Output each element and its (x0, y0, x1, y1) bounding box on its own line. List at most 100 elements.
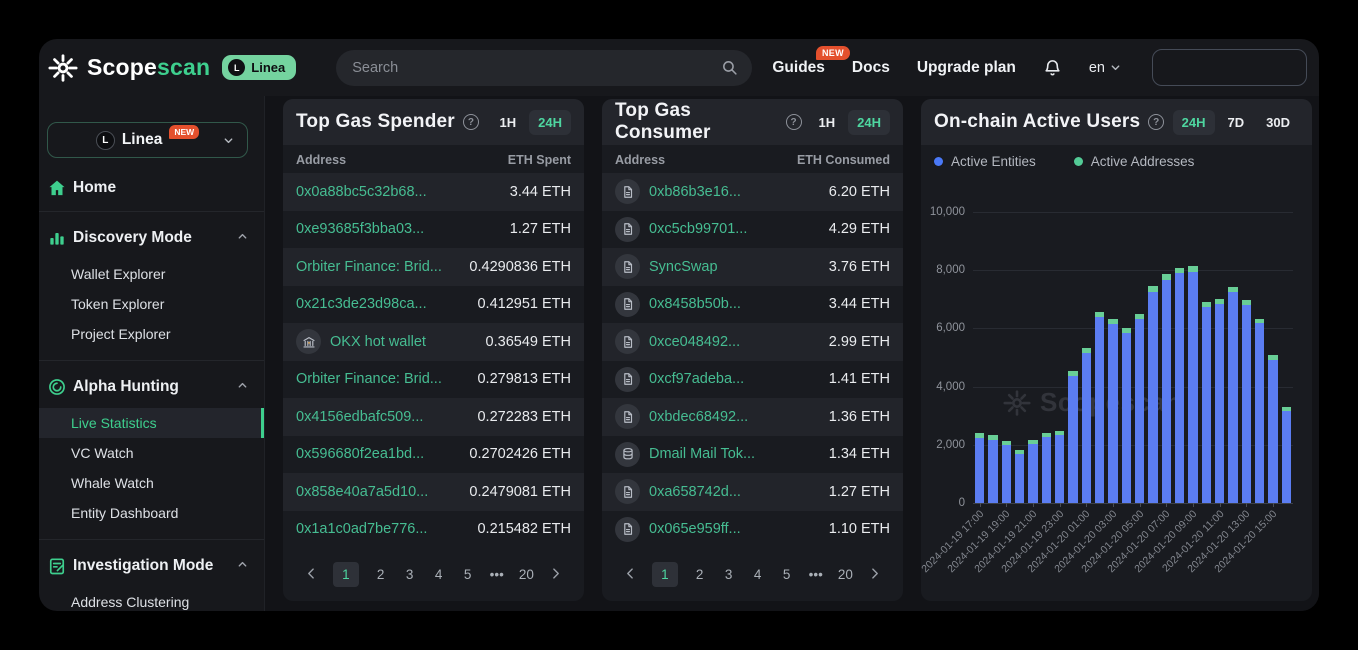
eth-value: 4.29 ETH (828, 221, 890, 238)
table-row: 0x065e959ff... 1.10 ETH (602, 511, 903, 549)
help-icon[interactable]: ? (1148, 114, 1165, 130)
chart-bar (1174, 268, 1185, 503)
table-row: SyncSwap 3.76 ETH (602, 248, 903, 286)
address-link[interactable]: Orbiter Finance: Brid... (296, 371, 442, 387)
address-link[interactable]: 0xb86b3e16... (615, 179, 741, 205)
sidebar-item-live-statistics[interactable]: Live Statistics (39, 408, 264, 438)
address-link[interactable]: 0x065e959ff... (615, 516, 741, 542)
chart-bar (974, 433, 985, 503)
nav-docs[interactable]: Docs (851, 58, 890, 76)
page-ellipsis[interactable]: ••• (489, 567, 504, 582)
address-link[interactable]: 0x4156edbafc509... (296, 409, 423, 425)
address-link[interactable]: 0x21c3de23d98ca... (296, 296, 427, 312)
page-5[interactable]: 5 (463, 567, 472, 582)
address-link[interactable]: Orbiter Finance: Brid... (296, 259, 442, 275)
search-bar[interactable] (336, 49, 753, 86)
page-2[interactable]: 2 (695, 567, 704, 582)
eth-value: 0.2479081 ETH (469, 483, 571, 500)
table-row: 0xce048492... 2.99 ETH (602, 323, 903, 361)
address-link[interactable]: SyncSwap (615, 254, 718, 280)
sidebar-item-entity-dashboard[interactable]: Entity Dashboard (71, 505, 179, 521)
search-input[interactable] (352, 59, 722, 76)
page-2[interactable]: 2 (376, 567, 385, 582)
active-entities-segment (1214, 304, 1225, 503)
toggle-7d[interactable]: 7D (1227, 114, 1245, 130)
x-tick-mark (1219, 503, 1221, 507)
next-page-button[interactable] (868, 567, 881, 583)
address-link[interactable]: OKX hot wallet (296, 329, 426, 355)
address-link[interactable]: 0xce048492... (615, 329, 740, 355)
page-3[interactable]: 3 (405, 567, 414, 582)
page-3[interactable]: 3 (724, 567, 733, 582)
page-20[interactable]: 20 (518, 567, 534, 582)
next-page-button[interactable] (549, 567, 562, 583)
eth-value: 1.41 ETH (828, 371, 890, 388)
toggle-24h[interactable]: 24H (529, 109, 571, 135)
chart-bar (1134, 314, 1145, 503)
address-link[interactable]: 0x596680f2ea1bd... (296, 446, 424, 462)
address-link[interactable]: 0xcf97adeba... (615, 366, 744, 392)
x-tick-mark (979, 503, 981, 507)
help-icon[interactable]: ? (462, 114, 479, 130)
page-4[interactable]: 4 (753, 567, 762, 582)
address-link[interactable]: 0x858e40a7a5d10... (296, 484, 428, 500)
sidebar-item-address-clustering[interactable]: Address Clustering (71, 594, 190, 610)
sidebar-item-wallet-explorer[interactable]: Wallet Explorer (71, 266, 166, 282)
address-link[interactable]: 0xe93685f3bba03... (296, 221, 424, 237)
search-icon[interactable] (721, 59, 738, 76)
page-1[interactable]: 1 (652, 562, 678, 587)
active-entities-segment (1254, 323, 1265, 503)
toggle-1h[interactable]: 1H (818, 114, 836, 130)
address-link[interactable]: Dmail Mail Tok... (615, 441, 755, 467)
wallet-connect-button[interactable] (1152, 49, 1307, 86)
address-link[interactable]: 0xbdec68492... (615, 404, 748, 430)
sidebar-item-home[interactable]: Home (39, 170, 264, 206)
active-addresses-segment (1254, 319, 1265, 323)
language-selector[interactable]: en (1089, 60, 1121, 76)
table-row: 0x4156edbafc509... 0.272283 ETH (283, 398, 584, 436)
address-link[interactable]: 0xa658742d... (615, 479, 741, 505)
sidebar-item-whale-watch[interactable]: Whale Watch (71, 475, 154, 491)
panel-header: Top Gas Spender ? 1H 24H (283, 99, 584, 145)
address-link[interactable]: 0x8458b50b... (615, 291, 741, 317)
sidebar-item-vc-watch[interactable]: VC Watch (71, 445, 134, 461)
address-link[interactable]: 0xc5cb99701... (615, 216, 747, 242)
table-row: 0x1a1c0ad7be776... 0.215482 ETH (283, 511, 584, 549)
nav-upgrade-plan[interactable]: Upgrade plan (916, 58, 1016, 76)
toggle-24h[interactable]: 24H (848, 109, 890, 135)
page-1[interactable]: 1 (333, 562, 359, 587)
table-row: OKX hot wallet 0.36549 ETH (283, 323, 584, 361)
active-addresses-segment (1148, 286, 1158, 292)
sidebar-item-token-explorer[interactable]: Token Explorer (71, 296, 165, 312)
page-4[interactable]: 4 (434, 567, 443, 582)
legend-active-addresses[interactable]: Active Addresses (1073, 154, 1194, 169)
active-addresses-segment (1068, 371, 1078, 376)
address-link[interactable]: 0x0a88bc5c32b68... (296, 184, 427, 200)
brand-logo[interactable]: Scopescan L Linea (48, 53, 297, 83)
page-5[interactable]: 5 (782, 567, 791, 582)
chart-bar (1081, 348, 1092, 503)
address-link[interactable]: 0x1a1c0ad7be776... (296, 521, 427, 537)
linea-logo-icon: L (95, 130, 115, 150)
legend-active-entities[interactable]: Active Entities (934, 154, 1036, 169)
toggle-30d[interactable]: 30D (1266, 114, 1290, 130)
page-20[interactable]: 20 (837, 567, 853, 582)
sidebar-group-header-discovery-mode[interactable]: Discovery Mode (39, 217, 264, 259)
prev-page-button[interactable] (305, 567, 318, 583)
help-icon[interactable]: ? (785, 114, 802, 130)
active-addresses-segment (974, 433, 985, 438)
address-text: Orbiter Finance: Brid... (296, 371, 442, 388)
nav-guides[interactable]: Guides NEW (772, 45, 850, 77)
prev-page-button[interactable] (624, 567, 637, 583)
sidebar-group-alpha-hunting: Alpha Hunting Live Statistics VC Watch Whal… (39, 366, 264, 534)
sidebar-item-project-explorer[interactable]: Project Explorer (71, 326, 171, 342)
toggle-1h[interactable]: 1H (499, 114, 517, 130)
page-ellipsis[interactable]: ••• (808, 567, 823, 582)
top-nav: Guides NEW Docs Upgrade plan en (772, 45, 1307, 86)
network-selector[interactable]: L Linea NEW (47, 122, 248, 158)
notifications-bell-icon[interactable] (1043, 58, 1062, 78)
toggle-24h[interactable]: 24H (1172, 109, 1215, 135)
sidebar-group-header-investigation-mode[interactable]: Investigation Mode (39, 545, 264, 587)
sidebar-group-header-alpha-hunting[interactable]: Alpha Hunting (39, 366, 264, 408)
